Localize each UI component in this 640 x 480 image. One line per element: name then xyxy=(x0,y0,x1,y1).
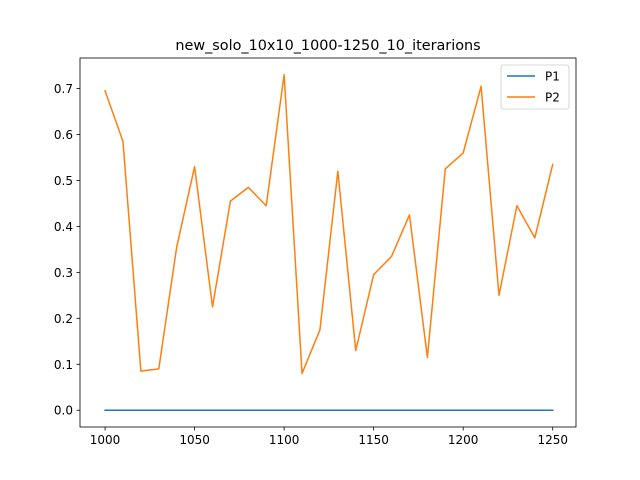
y-tick-label: 0.1 xyxy=(54,358,73,372)
x-tick-label: 1150 xyxy=(358,433,389,447)
legend-label-p1: P1 xyxy=(545,70,560,84)
y-tick-label: 0.6 xyxy=(54,128,73,142)
y-tick-label: 0.4 xyxy=(54,220,73,234)
y-tick-label: 0.3 xyxy=(54,266,73,280)
x-tick-label: 1200 xyxy=(448,433,479,447)
y-tick-label: 0.7 xyxy=(54,82,73,96)
y-tick-label: 0.5 xyxy=(54,174,73,188)
x-tick-label: 1050 xyxy=(179,433,210,447)
series-line-p2 xyxy=(104,74,554,375)
y-tick-label: 0.0 xyxy=(54,404,73,418)
axes-frame xyxy=(79,57,577,428)
chart-title: new_solo_10x10_1000-1250_10_iterarions xyxy=(175,38,480,54)
legend-label-p2: P2 xyxy=(545,91,560,105)
x-tick-label: 1250 xyxy=(537,433,568,447)
x-tick-label: 1000 xyxy=(90,433,121,447)
y-tick-label: 0.2 xyxy=(54,312,73,326)
x-tick-label: 1100 xyxy=(269,433,300,447)
